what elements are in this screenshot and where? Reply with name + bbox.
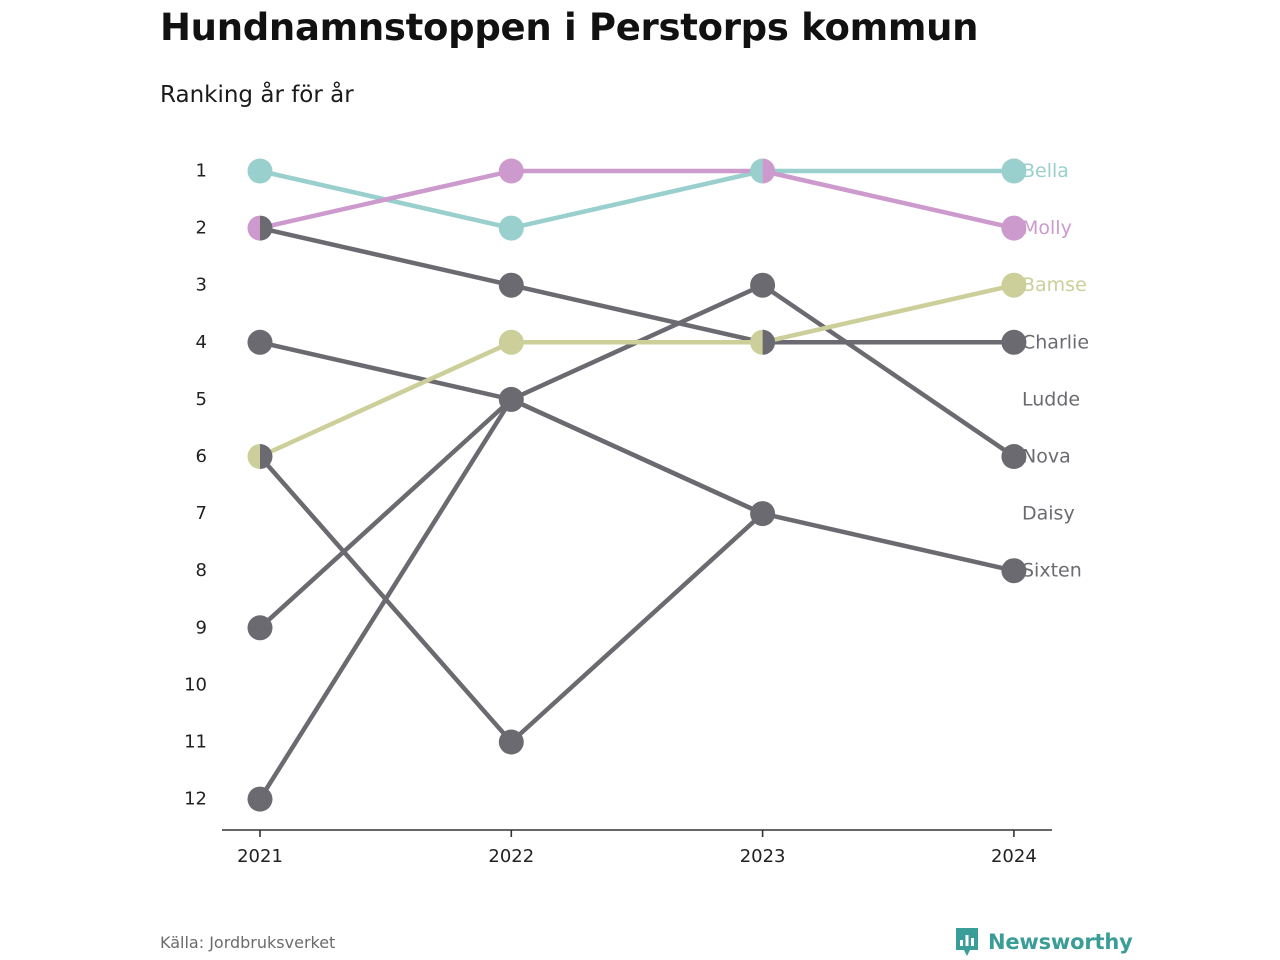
y-tick-label: 12 (184, 789, 207, 810)
marker-sixten-2024 (1001, 558, 1027, 584)
series-line-daisy (257, 454, 765, 745)
series-markers (247, 158, 1027, 812)
x-tick-label: 2022 (488, 846, 534, 867)
y-tick-label: 10 (184, 674, 207, 695)
marker-nova-2021 (247, 615, 273, 641)
marker-bamse-charlie-2023-left (750, 329, 763, 355)
marker-sixten-2021 (247, 786, 273, 812)
marker-molly-2024 (1001, 215, 1027, 241)
source-note: Källa: Jordbruksverket (160, 933, 336, 952)
end-label-daisy: Daisy (1022, 503, 1075, 525)
y-tick-label: 7 (196, 503, 207, 524)
y-tick-label: 9 (196, 617, 207, 638)
series-line-bella (257, 168, 1017, 231)
y-tick-label: 5 (196, 389, 207, 410)
x-tick-label: 2024 (991, 846, 1037, 867)
marker-molly-charlie-2021-right (260, 215, 273, 241)
marker-charlie-2024 (1001, 329, 1027, 355)
brand-logo[interactable]: Newsworthy (954, 926, 1133, 958)
marker-bamse-daisy-2021-left (247, 444, 260, 469)
series-lines (257, 168, 1017, 802)
marker-nova-2023 (750, 272, 776, 298)
marker-ludde-2021 (247, 329, 273, 355)
marker-charlie-2022 (498, 272, 524, 298)
end-label-bamse: Bamse (1022, 274, 1087, 296)
series-line-sixten (257, 397, 1017, 802)
marker-bella-molly-2023-left (750, 158, 763, 184)
series-line-molly (257, 168, 1017, 231)
marker-nova-2024 (1001, 444, 1027, 469)
end-labels: Bella Molly Bamse Charlie Ludde Nova Daisy Sixt… (1022, 160, 1089, 582)
marker-bella-2024 (1001, 158, 1027, 184)
marker-bamse-charlie-2023-right (762, 329, 776, 355)
end-label-bella: Bella (1022, 160, 1069, 182)
brand-name: Newsworthy (988, 930, 1133, 954)
newsworthy-logo-icon (956, 928, 978, 956)
end-label-molly: Molly (1022, 217, 1072, 239)
marker-ludde-nova-sixten-2022 (498, 386, 524, 412)
marker-bella-molly-2023-right (762, 158, 776, 184)
series-line-bamse (257, 282, 1017, 459)
y-tick-label: 2 (196, 218, 207, 239)
x-tick-label: 2023 (740, 846, 786, 867)
y-tick-label: 3 (196, 275, 207, 296)
series-line-ludde (257, 340, 765, 516)
end-label-sixten: Sixten (1022, 560, 1082, 582)
y-tick-label: 4 (196, 332, 207, 353)
marker-ludde-daisy-sixten-2023 (750, 501, 776, 527)
y-tick-label: 1 (196, 161, 207, 182)
x-tick-label: 2021 (237, 846, 283, 867)
y-tick-label: 11 (184, 732, 207, 753)
x-axis: 2021 2022 2023 2024 (222, 829, 1052, 867)
marker-bamse-daisy-2021-right (260, 444, 273, 469)
chart-title: Hundnamnstoppen i Perstorps kommun (160, 6, 979, 49)
chart-subtitle: Ranking år för år (160, 82, 354, 108)
end-label-charlie: Charlie (1022, 331, 1089, 353)
end-label-nova: Nova (1022, 446, 1071, 468)
y-tick-label: 8 (196, 560, 207, 581)
marker-bamse-2024 (1001, 272, 1027, 298)
series-line-charlie (257, 225, 1017, 345)
end-label-ludde: Ludde (1022, 388, 1080, 410)
marker-molly-2022 (498, 158, 524, 184)
marker-daisy-2022 (498, 729, 524, 755)
marker-bella-2022 (498, 215, 524, 241)
marker-molly-charlie-2021-left (247, 215, 260, 241)
marker-bamse-2022 (498, 329, 524, 355)
y-tick-label: 6 (196, 446, 207, 467)
marker-bella-2021 (247, 158, 273, 184)
